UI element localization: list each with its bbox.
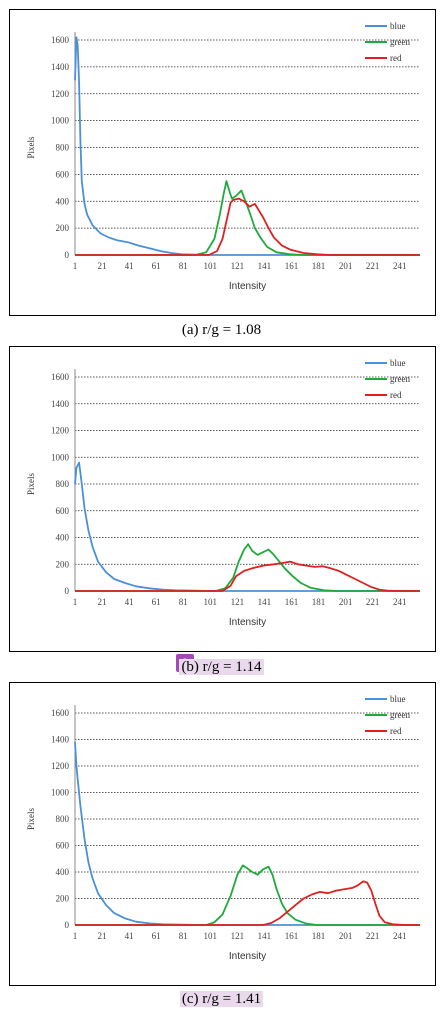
y-axis-title: Pixels	[26, 136, 36, 159]
x-tick-label: 221	[366, 931, 380, 941]
y-tick-label: 400	[56, 533, 70, 543]
x-tick-label: 121	[231, 931, 245, 941]
y-tick-label: 1000	[51, 452, 70, 462]
y-tick-label: 800	[56, 814, 70, 824]
legend-label-green: green	[390, 37, 410, 47]
series-line-red	[75, 880, 420, 926]
x-axis-title: Intensity	[229, 617, 266, 628]
x-tick-label: 221	[366, 261, 380, 271]
x-tick-label: 21	[98, 597, 107, 607]
y-tick-label: 800	[56, 143, 70, 153]
x-tick-label: 201	[339, 261, 353, 271]
x-tick-label: 81	[179, 597, 188, 607]
caption-c: (c) r/g = 1.41	[179, 991, 264, 1007]
chart-panel-b: 0 200 400 600 800 1000 1200 1400 1600 1 21 41 61 81 10…	[9, 346, 436, 652]
x-tick-label: 201	[339, 931, 353, 941]
x-tick-label: 1	[73, 261, 78, 271]
x-tick-label: 201	[339, 597, 353, 607]
x-tick-label: 121	[231, 261, 245, 271]
series-line-green	[75, 864, 420, 926]
x-tick-label: 61	[152, 261, 161, 271]
y-tick-label: 600	[56, 841, 70, 851]
x-tick-label: 41	[125, 597, 134, 607]
x-tick-label: 141	[258, 931, 272, 941]
series-line-red	[75, 197, 420, 256]
series-line-blue	[74, 742, 420, 926]
x-tick-label: 21	[98, 261, 107, 271]
series-line-blue	[74, 36, 420, 256]
x-tick-label: 1	[73, 931, 78, 941]
y-tick-label: 200	[56, 894, 70, 904]
legend-label-blue: blue	[390, 694, 406, 704]
y-axis-title: Pixels	[26, 808, 36, 831]
caption-b: (b) r/g = 1.14	[179, 659, 264, 675]
y-tick-label: 1400	[51, 735, 70, 745]
x-tick-label: 61	[152, 597, 161, 607]
y-tick-label: 1200	[51, 761, 70, 771]
x-tick-label: 141	[258, 261, 272, 271]
x-tick-label: 1	[73, 597, 78, 607]
x-tick-label: 241	[393, 261, 407, 271]
y-tick-label: 1600	[51, 35, 70, 45]
x-tick-label: 121	[231, 597, 245, 607]
x-tick-label: 241	[393, 597, 407, 607]
legend-label-blue: blue	[390, 21, 406, 31]
x-tick-label: 101	[204, 261, 218, 271]
x-tick-label: 181	[312, 597, 326, 607]
caption-a: (a) r/g = 1.08	[181, 322, 262, 338]
y-tick-label: 200	[56, 559, 70, 569]
legend-label-red: red	[390, 53, 402, 63]
series-line-red	[75, 560, 420, 592]
y-tick-label: 400	[56, 867, 70, 877]
y-tick-label: 200	[56, 223, 70, 233]
x-tick-label: 161	[285, 597, 299, 607]
legend-label-green: green	[390, 710, 410, 720]
y-tick-label: 1600	[51, 372, 70, 382]
y-tick-label: 400	[56, 196, 70, 206]
legend-label-green: green	[390, 374, 410, 384]
series-line-blue	[74, 461, 420, 592]
chart-panel-c: 0 200 400 600 800 1000 1200 1400 1600 1 21 41 61 81 10…	[9, 682, 436, 986]
y-tick-label: 1600	[51, 708, 70, 718]
series-line-green	[75, 543, 420, 592]
y-tick-label: 0	[65, 586, 70, 596]
y-tick-label: 1400	[51, 62, 70, 72]
x-tick-label: 81	[179, 261, 188, 271]
x-axis-title: Intensity	[229, 951, 266, 962]
y-tick-label: 1000	[51, 116, 70, 126]
x-axis-title: Intensity	[229, 281, 266, 292]
series-line-green	[75, 180, 420, 256]
x-tick-label: 101	[204, 597, 218, 607]
y-axis-title: Pixels	[26, 473, 36, 496]
legend-label-red: red	[390, 390, 402, 400]
y-tick-label: 1400	[51, 399, 70, 409]
y-tick-label: 1000	[51, 788, 70, 798]
legend-label-red: red	[390, 726, 402, 736]
x-tick-label: 241	[393, 931, 407, 941]
x-tick-label: 161	[285, 261, 299, 271]
y-tick-label: 1200	[51, 426, 70, 436]
x-tick-label: 181	[312, 261, 326, 271]
x-tick-label: 81	[179, 931, 188, 941]
y-tick-label: 600	[56, 169, 70, 179]
x-tick-label: 21	[98, 931, 107, 941]
x-tick-label: 41	[125, 261, 134, 271]
x-tick-label: 181	[312, 931, 326, 941]
x-tick-label: 61	[152, 931, 161, 941]
y-tick-label: 600	[56, 506, 70, 516]
x-tick-label: 221	[366, 597, 380, 607]
x-tick-label: 141	[258, 597, 272, 607]
legend-label-blue: blue	[390, 358, 406, 368]
x-tick-label: 41	[125, 931, 134, 941]
x-tick-label: 161	[285, 931, 299, 941]
chart-panel-a: 0 200 400 600 800 1000 1200 1400 1600 1 21 41 61 81 10…	[9, 9, 436, 316]
y-tick-label: 1200	[51, 89, 70, 99]
x-tick-label: 101	[204, 931, 218, 941]
y-tick-label: 0	[65, 250, 70, 260]
y-tick-label: 800	[56, 479, 70, 489]
y-tick-label: 0	[65, 920, 70, 930]
